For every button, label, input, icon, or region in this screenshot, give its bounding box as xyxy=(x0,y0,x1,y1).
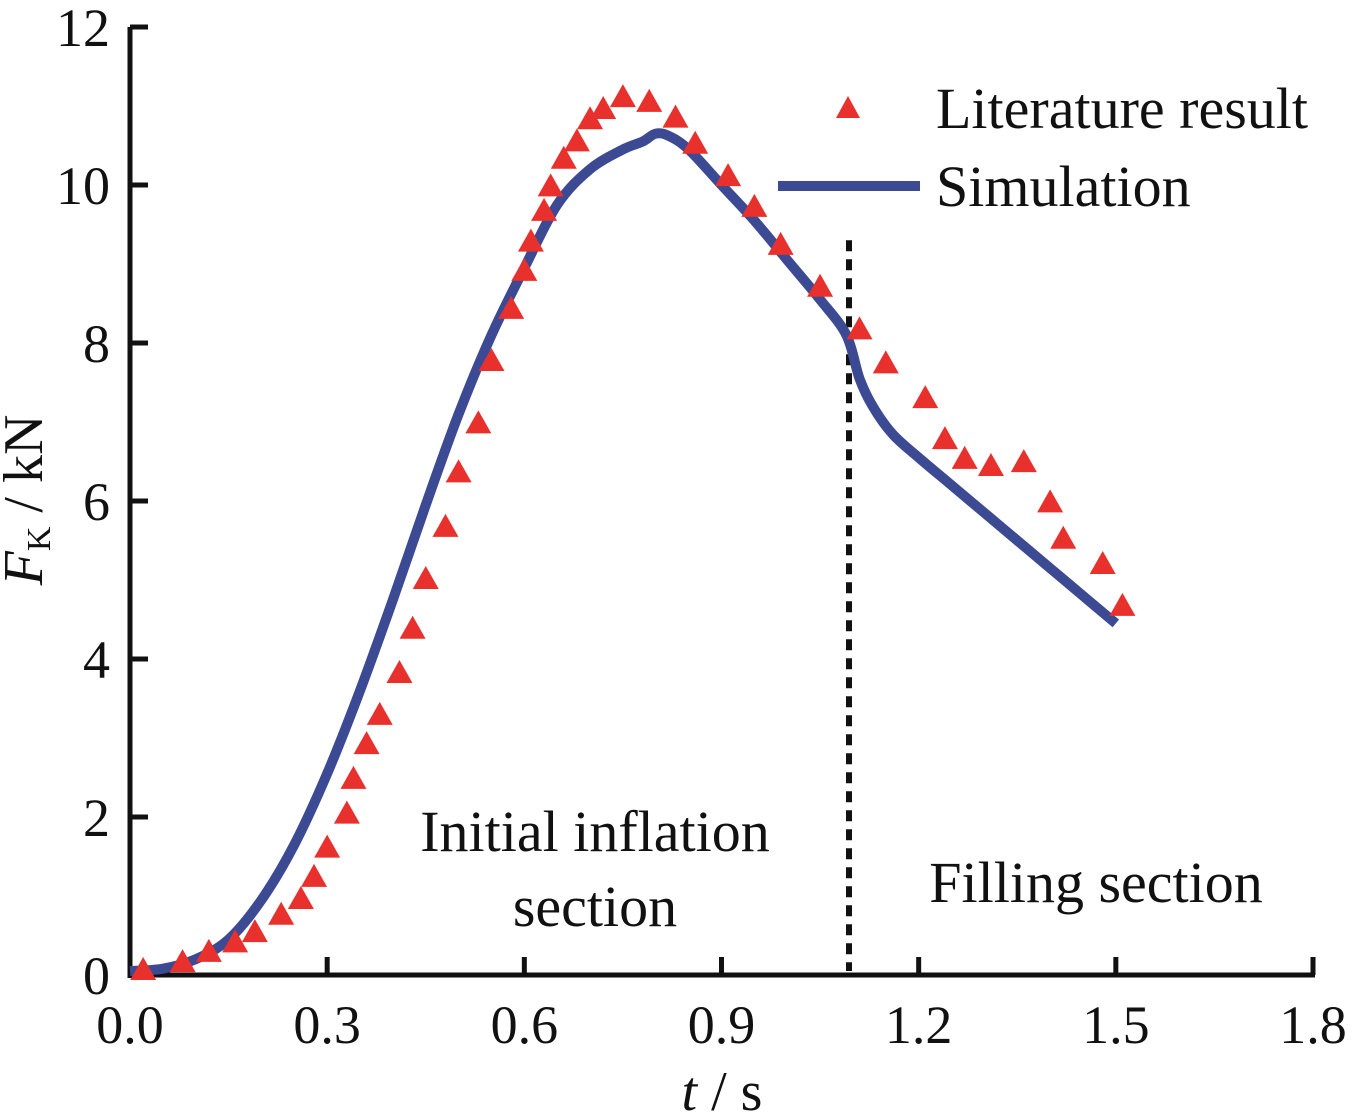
x-label-var: t xyxy=(682,1061,699,1115)
x-label-unit: / s xyxy=(697,1061,762,1115)
literature-point xyxy=(951,445,978,469)
y-tick-label: 0 xyxy=(83,946,110,1006)
literature-point xyxy=(445,459,472,483)
literature-point xyxy=(741,193,768,217)
literature-point xyxy=(590,95,617,119)
literature-point xyxy=(609,84,636,108)
literature-point xyxy=(314,834,341,858)
literature-point xyxy=(682,130,709,154)
literature-point xyxy=(130,957,157,981)
x-tick-label: 1.5 xyxy=(1082,995,1150,1055)
literature-point xyxy=(1010,449,1037,473)
literature-point xyxy=(498,295,525,319)
literature-point xyxy=(531,197,558,221)
annotation-initial-line2: section xyxy=(513,874,677,939)
literature-point xyxy=(511,257,538,281)
literature-point xyxy=(550,145,577,169)
literature-point xyxy=(169,949,196,973)
literature-point xyxy=(301,863,328,887)
x-tick-label: 0.0 xyxy=(96,995,164,1055)
literature-point xyxy=(537,173,564,197)
annotation-initial-line1: Initial inflation xyxy=(420,799,770,864)
literature-point xyxy=(366,701,393,725)
x-axis-label: t / s xyxy=(682,1061,763,1115)
simulation-series xyxy=(129,128,1120,977)
y-label-sub: K xyxy=(21,526,58,551)
y-tick-label: 6 xyxy=(83,472,110,532)
literature-point xyxy=(195,938,222,962)
y-label-var: F xyxy=(0,550,55,586)
literature-series xyxy=(130,84,1136,981)
literature-point xyxy=(340,765,367,789)
y-axis-label: FK / kN xyxy=(0,415,58,587)
legend-label-simulation: Simulation xyxy=(936,154,1191,219)
literature-point xyxy=(268,901,295,925)
literature-point xyxy=(399,615,426,639)
literature-point xyxy=(432,513,459,537)
y-tick-label: 10 xyxy=(56,156,110,216)
simulation-line xyxy=(129,128,1120,977)
axes: 0 2 4 6 8 10 12 0.0 0.3 0.6 0.9 1.2 1.5 1.8 xyxy=(56,0,1347,1055)
literature-point xyxy=(872,350,899,374)
literature-point xyxy=(333,800,360,824)
literature-point xyxy=(931,426,958,450)
y-tick-label: 4 xyxy=(83,630,110,690)
x-tick-label: 0.6 xyxy=(491,995,559,1055)
literature-point xyxy=(1089,550,1116,574)
svg-text:FK / kN: FK / kN xyxy=(0,415,58,587)
legend-triangle-marker xyxy=(836,96,860,118)
literature-point xyxy=(1050,525,1077,549)
literature-point xyxy=(478,347,505,371)
literature-point xyxy=(1037,489,1064,513)
x-tick-label: 1.8 xyxy=(1279,995,1347,1055)
literature-point xyxy=(563,128,590,152)
literature-point xyxy=(465,410,492,434)
y-tick-label: 8 xyxy=(83,314,110,374)
x-tick-label: 0.9 xyxy=(688,995,756,1055)
annotation-filling: Filling section xyxy=(929,850,1263,915)
literature-point xyxy=(807,273,834,297)
literature-point xyxy=(767,231,794,255)
literature-point xyxy=(1109,592,1136,616)
literature-point xyxy=(517,228,544,252)
y-label-unit: / kN xyxy=(0,415,55,527)
literature-point xyxy=(287,885,314,909)
literature-point xyxy=(662,104,689,128)
literature-point xyxy=(846,316,873,340)
annotation-initial: Initial inflation section xyxy=(420,799,770,939)
y-tick-label: 2 xyxy=(83,788,110,848)
literature-point xyxy=(222,929,249,953)
x-tick-label: 0.3 xyxy=(293,995,361,1055)
literature-point xyxy=(353,731,380,755)
literature-point xyxy=(386,660,413,684)
literature-point xyxy=(636,88,663,112)
legend-label-literature: Literature result xyxy=(936,76,1308,141)
legend: Literature result Simulation xyxy=(778,76,1308,219)
x-tick-label: 1.2 xyxy=(885,995,953,1055)
literature-point xyxy=(241,919,268,943)
literature-point xyxy=(715,163,742,187)
literature-point xyxy=(412,566,439,589)
y-tick-label: 12 xyxy=(56,0,110,58)
literature-point xyxy=(912,385,939,409)
literature-point xyxy=(977,453,1004,477)
literature-point xyxy=(577,106,604,130)
